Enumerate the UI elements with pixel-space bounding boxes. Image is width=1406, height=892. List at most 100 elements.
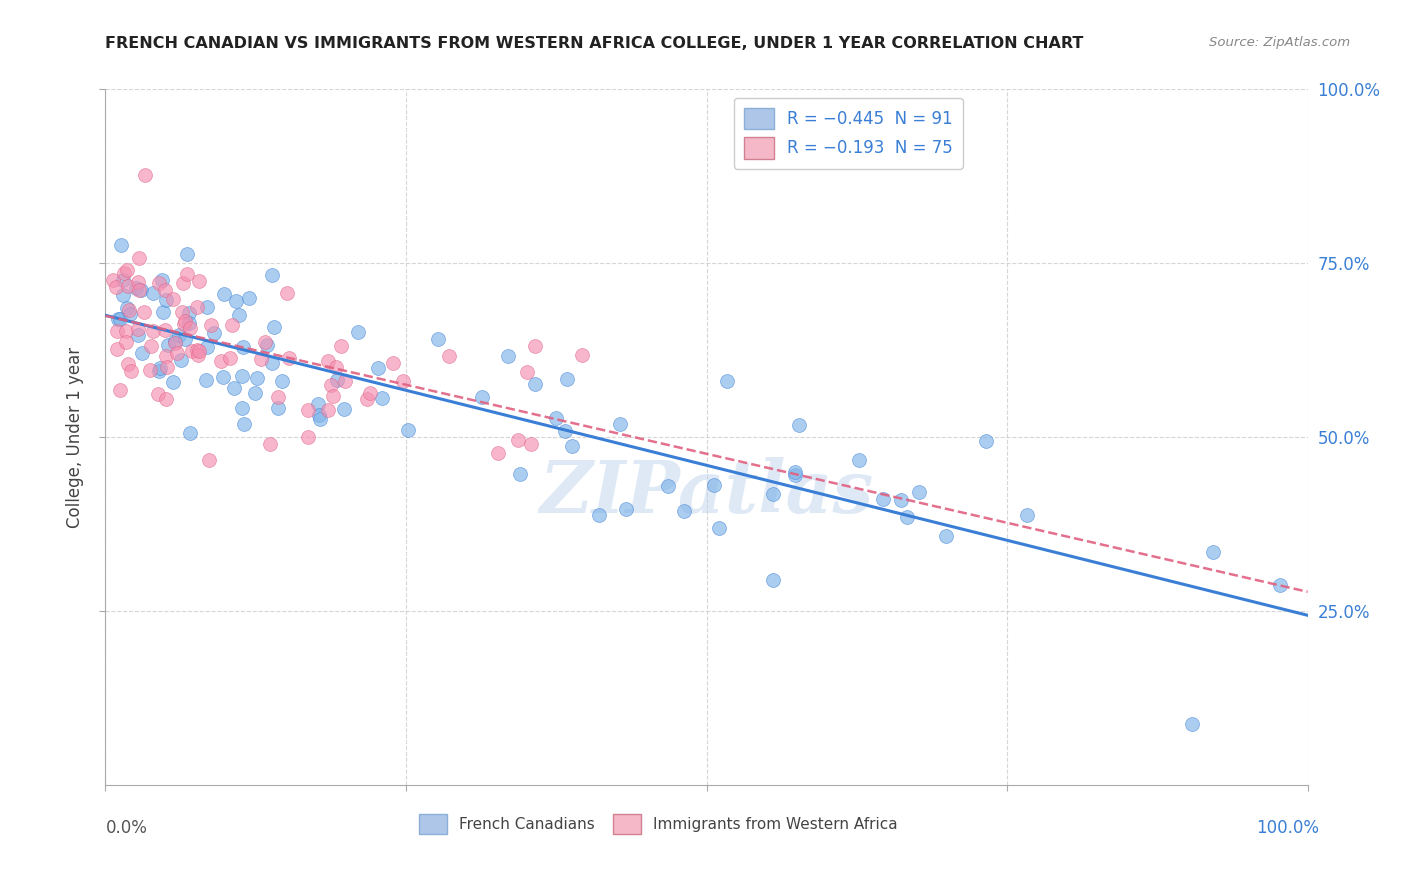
- Point: [263, 320, 285, 334]
- Point: [232, 340, 254, 354]
- Point: [673, 504, 696, 518]
- Point: [142, 324, 165, 338]
- Point: [896, 510, 918, 524]
- Point: [152, 305, 174, 319]
- Point: [716, 374, 738, 388]
- Point: [307, 397, 329, 411]
- Point: [316, 353, 339, 368]
- Point: [110, 238, 132, 252]
- Point: [107, 312, 129, 326]
- Point: [155, 293, 177, 307]
- Point: [202, 326, 225, 341]
- Point: [176, 247, 198, 261]
- Point: [108, 311, 131, 326]
- Point: [231, 401, 253, 415]
- Point: [332, 401, 354, 416]
- Point: [367, 360, 389, 375]
- Point: [149, 361, 172, 376]
- Point: [200, 318, 222, 332]
- Point: [262, 356, 284, 370]
- Point: [516, 365, 538, 379]
- Point: [1181, 717, 1204, 731]
- Point: [127, 327, 149, 342]
- Point: [120, 364, 142, 378]
- Point: [427, 332, 450, 346]
- Point: [173, 317, 195, 331]
- Point: [571, 348, 593, 362]
- Point: [391, 374, 413, 388]
- Point: [209, 353, 232, 368]
- Point: [848, 453, 870, 467]
- Point: [219, 351, 242, 365]
- Point: [155, 349, 177, 363]
- Point: [231, 368, 253, 383]
- Point: [270, 374, 292, 388]
- Point: [523, 377, 546, 392]
- Point: [785, 465, 807, 479]
- Point: [322, 389, 344, 403]
- Point: [104, 280, 127, 294]
- Point: [520, 436, 543, 450]
- Point: [139, 363, 162, 377]
- Point: [506, 433, 529, 447]
- Point: [153, 283, 176, 297]
- Legend: French Canadians, Immigrants from Western Africa: French Canadians, Immigrants from Wester…: [413, 808, 904, 840]
- Point: [496, 350, 519, 364]
- Point: [179, 425, 201, 440]
- Point: [1017, 508, 1039, 522]
- Point: [238, 291, 260, 305]
- Point: [555, 371, 578, 385]
- Point: [486, 445, 509, 459]
- Point: [105, 324, 128, 338]
- Point: [1268, 578, 1291, 592]
- Point: [254, 335, 277, 350]
- Point: [148, 276, 170, 290]
- Point: [382, 356, 405, 370]
- Point: [129, 283, 152, 297]
- Point: [212, 370, 235, 384]
- Point: [371, 391, 394, 405]
- Point: [523, 339, 546, 353]
- Point: [974, 434, 997, 449]
- Point: [787, 418, 810, 433]
- Point: [187, 344, 209, 359]
- Point: [146, 387, 169, 401]
- Point: [197, 453, 219, 467]
- Text: Source: ZipAtlas.com: Source: ZipAtlas.com: [1209, 36, 1350, 49]
- Point: [267, 401, 290, 416]
- Point: [128, 251, 150, 265]
- Point: [112, 266, 135, 280]
- Point: [657, 479, 679, 493]
- Point: [347, 325, 370, 339]
- Point: [139, 339, 162, 353]
- Y-axis label: College, Under 1 year: College, Under 1 year: [66, 346, 84, 528]
- Point: [179, 321, 201, 335]
- Point: [356, 392, 378, 407]
- Point: [167, 328, 190, 343]
- Point: [437, 349, 460, 363]
- Point: [260, 268, 283, 282]
- Point: [396, 423, 419, 437]
- Point: [162, 375, 184, 389]
- Point: [174, 332, 197, 346]
- Point: [762, 573, 785, 587]
- Point: [259, 437, 281, 451]
- Point: [195, 340, 218, 354]
- Point: [588, 508, 610, 523]
- Point: [221, 318, 243, 332]
- Point: [134, 168, 156, 182]
- Text: ZIPatlas: ZIPatlas: [540, 458, 873, 528]
- Point: [546, 410, 568, 425]
- Point: [335, 374, 357, 388]
- Point: [250, 351, 273, 366]
- Point: [614, 502, 637, 516]
- Text: 100.0%: 100.0%: [1256, 819, 1319, 837]
- Point: [172, 276, 194, 290]
- Point: [179, 316, 201, 330]
- Point: [162, 293, 184, 307]
- Point: [111, 288, 134, 302]
- Point: [117, 278, 139, 293]
- Point: [297, 402, 319, 417]
- Point: [125, 281, 148, 295]
- Point: [163, 334, 186, 348]
